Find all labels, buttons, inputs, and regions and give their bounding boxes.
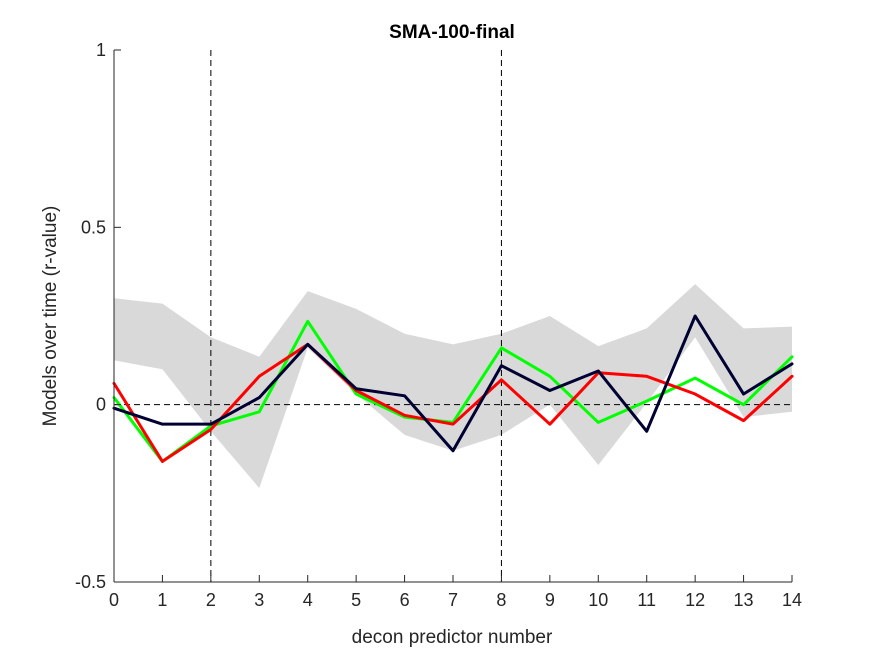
series-line-3 bbox=[112, 314, 794, 453]
x-tick-label: 14 bbox=[782, 590, 802, 610]
x-tick-label: 13 bbox=[734, 590, 754, 610]
y-axis-label: Models over time (r-value) bbox=[40, 206, 61, 427]
plot-area: 0 1 2 3 4 5 6 7 8 9 10 11 12 13 14-0.500.51 bbox=[75, 40, 802, 610]
x-tick-label: 0 bbox=[109, 590, 119, 610]
series-line-2 bbox=[112, 342, 794, 463]
x-tick-label: 3 bbox=[254, 590, 264, 610]
x-tick-label: 4 bbox=[303, 590, 313, 610]
x-tick-label: 1 bbox=[157, 590, 167, 610]
confidence-band bbox=[114, 284, 792, 489]
x-tick-label: 2 bbox=[206, 590, 216, 610]
x-tick-label: 7 bbox=[448, 590, 458, 610]
x-tick-label: 12 bbox=[685, 590, 705, 610]
x-tick-label: 5 bbox=[351, 590, 361, 610]
x-tick-label: 11 bbox=[637, 590, 656, 610]
y-tick-label: -0.5 bbox=[75, 572, 106, 592]
y-tick-label: 0.5 bbox=[81, 217, 106, 237]
x-axis-label: decon predictor number bbox=[352, 627, 553, 648]
y-tick-label: 1 bbox=[96, 40, 106, 60]
y-tick-label: 0 bbox=[96, 395, 106, 415]
x-tick-label: 6 bbox=[400, 590, 410, 610]
chart-title: SMA-100-final bbox=[389, 22, 515, 43]
x-tick-label: 9 bbox=[545, 590, 555, 610]
x-tick-label: 8 bbox=[496, 590, 506, 610]
x-tick-label: 10 bbox=[588, 590, 608, 610]
